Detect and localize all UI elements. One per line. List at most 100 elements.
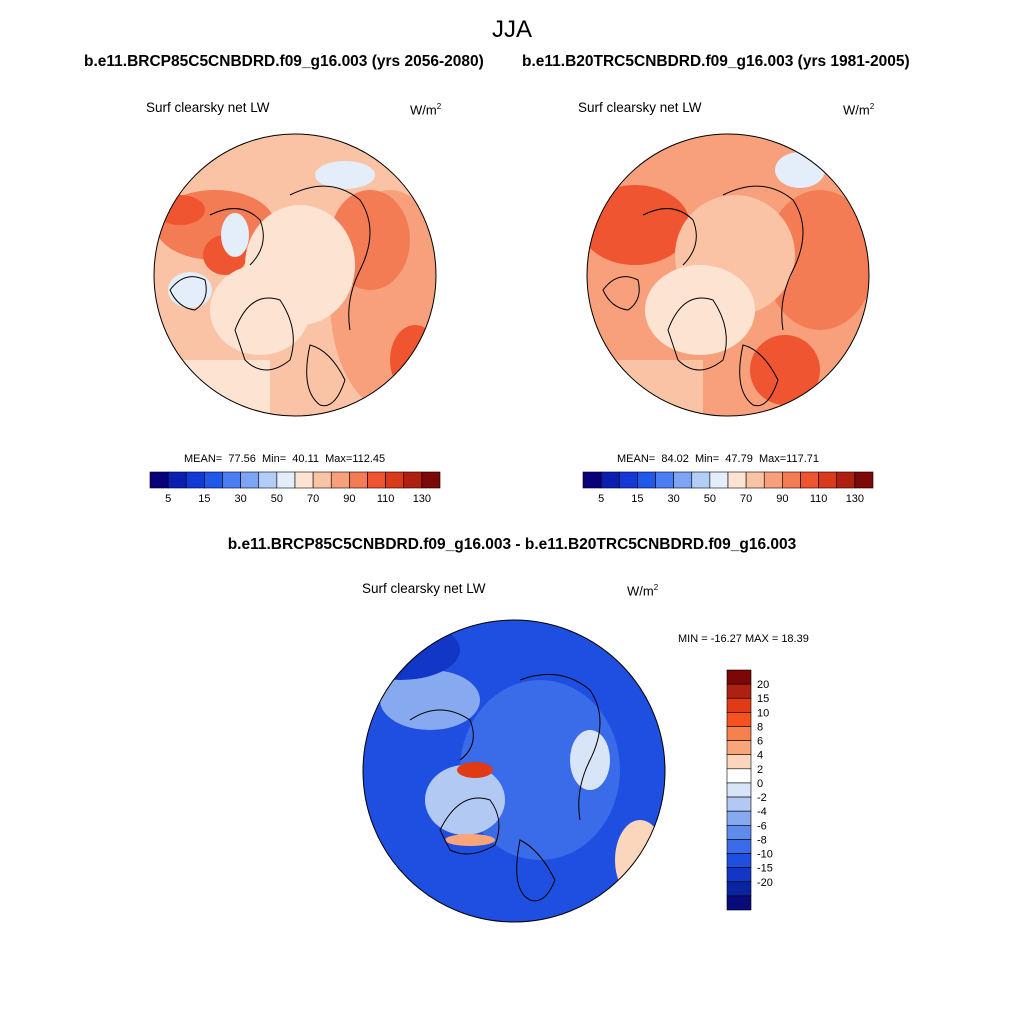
left-map-hudson-bay [168,272,212,308]
left-colorbar-tick-label: 90 [343,493,355,505]
left-max-label: Max= [325,453,353,465]
diff-colorbar-tick-label: -15 [757,863,773,875]
diff-colorbar-tick-label: 20 [757,679,769,691]
right-colorbar-swatch [618,471,638,489]
right-map-atlantic [587,360,703,416]
left-colorbar: 5 15 30 50 70 90 110 130 [149,471,441,505]
diff-variable-title: Surf clearsky net LW [362,581,486,596]
left-colorbar-swatch [349,471,368,489]
diff-colorbar-swatch [726,712,752,727]
right-colorbar-swatch [836,471,856,489]
right-colorbar-tick-label: 70 [740,493,752,505]
right-map-canada-hot [587,185,690,265]
right-colorbar-tick-label: 15 [631,493,643,505]
diff-map-pacific-dark [363,620,460,680]
right-colorbar-swatch [745,471,765,489]
right-colorbar-swatch [709,471,729,489]
right-colorbar-swatch [818,471,838,489]
diff-map-coast-greenland [439,797,500,855]
right-colorbar-swatch [800,471,819,489]
right-units-base: W/m [843,102,870,118]
left-colorbar-tick-label: 110 [377,493,395,505]
left-min-value: 40.11 [292,453,319,465]
left-colorbar-tick-label: 15 [198,493,210,505]
left-map-coast-hudson [169,276,207,311]
diff-colorbar-swatch [726,810,752,826]
right-min-value: 47.79 [725,453,753,465]
left-map-border [153,133,437,417]
diff-colorbar-tick-label: -4 [757,806,767,818]
left-colorbar-tick-label: 30 [235,493,247,505]
diff-map-coast-archipelago [409,709,474,761]
diff-map-coast-siberia [519,673,601,821]
left-colorbar-tick-label: 130 [413,493,431,505]
diff-colorbar-swatch [726,867,752,883]
right-mean-label: MEAN= [617,453,656,465]
right-colorbar-swatch [854,471,874,489]
diff-minmax: MIN = -16.27 MAX = 18.39 [678,633,809,645]
left-units: W/m2 [410,102,441,117]
left-map-canada-hot [155,195,205,225]
right-map-hudson-bay [598,272,642,308]
right-colorbar-tick-label: 90 [776,493,788,505]
left-map-coast-scandinavia [306,344,346,407]
left-colorbar-swatch [385,471,405,489]
diff-colorbar-tick-label: 6 [757,736,763,748]
diff-colorbar-swatch [726,754,752,770]
diff-colorbar-tick-label: -20 [757,877,773,889]
diff-colorbar-tick-label: -6 [757,820,767,832]
diff-colorbar-tick-label: -10 [757,849,773,861]
left-colorbar-tick-label: 5 [165,493,171,505]
left-units-base: W/m [410,102,437,118]
left-mean-value: 77.56 [228,453,256,465]
left-map-atlantic [154,360,270,416]
diff-map-warm-rim [445,834,495,846]
left-map-bering [315,161,375,189]
diff-colorbar-swatch [726,669,752,685]
diff-colorbar-swatch [726,839,752,854]
right-colorbar-tick-label: 130 [846,493,864,505]
right-colorbar-tick-label: 110 [810,493,828,505]
diff-colorbar-tick-label: -8 [757,834,767,846]
diff-colorbar-swatch [726,697,752,713]
diff-units-exp: 2 [653,583,659,592]
right-map-siberia-warm [765,190,869,330]
left-colorbar-tick-label: 70 [307,493,319,505]
left-colorbar-swatch [167,471,187,489]
right-mean-value: 84.02 [661,453,689,465]
diff-map-greenland-light [425,765,505,835]
left-colorbar-swatch [222,471,241,489]
left-max-value: 112.45 [352,453,386,465]
diff-colorbar-swatch [726,796,752,812]
right-stats: MEAN= 84.02 Min= 47.79 Max=117.71 [617,453,819,465]
right-colorbar-swatch [691,471,711,489]
diff-colorbar-swatch [726,726,752,741]
left-map-baffin [221,213,249,257]
right-map-border [586,133,870,417]
right-colorbar: 5 15 30 50 70 90 110 130 [582,471,874,505]
diff-colorbar-tick-label: 2 [757,764,763,776]
right-map [587,134,869,416]
right-map-coast-greenland [667,297,727,371]
right-units: W/m2 [843,102,874,117]
left-colorbar-swatch [276,471,296,489]
diff-colorbar-swatch [726,824,752,840]
diff-colorbar-tick-label: 10 [757,707,769,719]
right-colorbar-tick-label: 5 [598,493,604,505]
diff-colorbar-tick-label: 0 [757,778,763,790]
left-stats: MEAN= 77.56 Min= 40.11 Max=112.45 [184,453,385,465]
left-case-title: b.e11.BRCP85C5CNBDRD.f09_g16.003 (yrs 20… [84,53,484,70]
left-map-scandinavia-hot [390,325,436,395]
diff-map-atlantic-warm [615,820,665,900]
left-colorbar-swatch [367,471,386,489]
right-map-coast-scandinavia [739,344,779,407]
diff-colorbar-swatch [726,740,752,756]
right-case-title: b.e11.B20TRC5CNBDRD.f09_g16.003 (yrs 198… [522,53,910,70]
right-map-coast-hudson [602,276,640,311]
diff-units: W/m2 [627,583,658,598]
right-map-coast-siberia [722,185,804,331]
diff-colorbar-swatch [726,782,752,798]
left-map-coast-siberia [289,185,371,331]
right-colorbar-swatch [673,471,693,489]
